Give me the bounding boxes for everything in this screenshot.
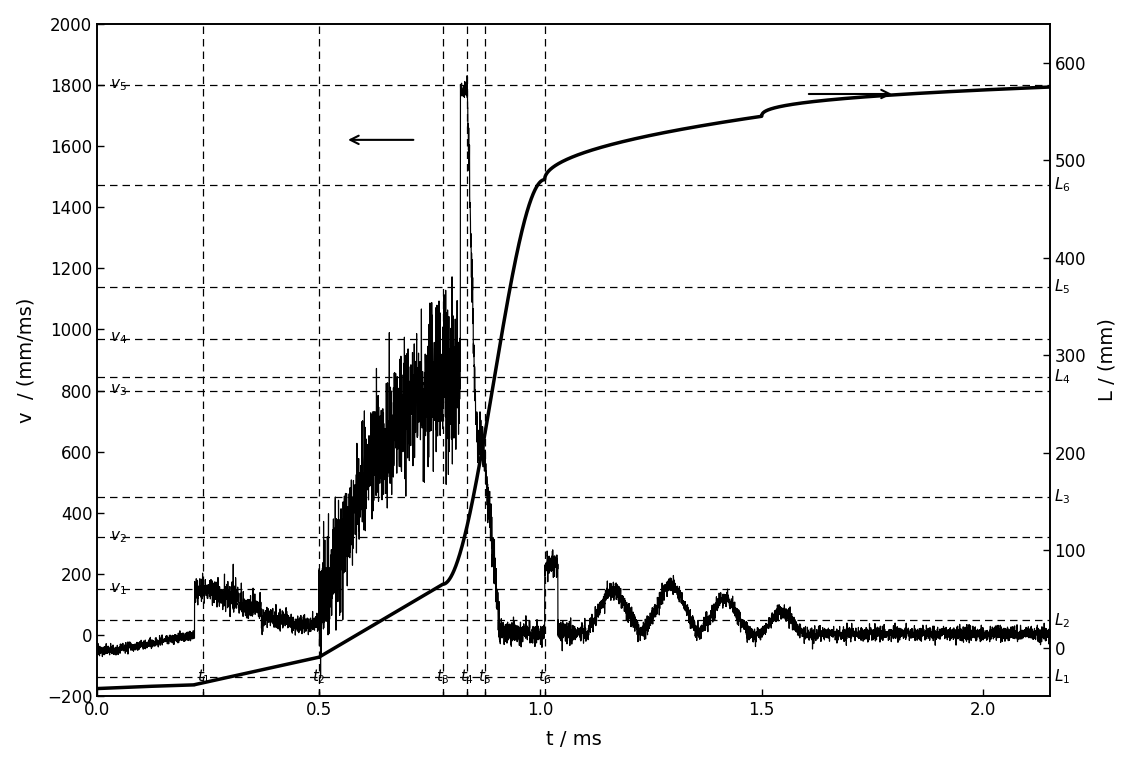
Text: $L_2$: $L_2$ <box>1055 611 1071 630</box>
Text: $t_2$: $t_2$ <box>312 667 325 686</box>
Text: $t_3$: $t_3$ <box>436 667 450 686</box>
Text: $L_4$: $L_4$ <box>1055 367 1071 386</box>
Text: $v_4$: $v_4$ <box>110 331 127 346</box>
Text: $t_5$: $t_5$ <box>478 667 492 686</box>
Text: $v_3$: $v_3$ <box>110 383 127 398</box>
Text: $L_5$: $L_5$ <box>1055 277 1071 296</box>
Text: $v_2$: $v_2$ <box>110 529 126 545</box>
Text: $v_5$: $v_5$ <box>110 77 126 93</box>
X-axis label: t / ms: t / ms <box>546 730 602 749</box>
Text: $t_1$: $t_1$ <box>197 667 211 686</box>
Y-axis label: L / (mm): L / (mm) <box>1098 319 1116 401</box>
Y-axis label: v  / (mm/ms): v / (mm/ms) <box>17 297 35 423</box>
Text: $L_3$: $L_3$ <box>1055 487 1071 506</box>
Text: $L_6$: $L_6$ <box>1055 175 1071 194</box>
Text: $v_1$: $v_1$ <box>110 581 126 597</box>
Text: $t_6$: $t_6$ <box>537 667 552 686</box>
Text: $t_4$: $t_4$ <box>460 667 474 686</box>
Text: $L_1$: $L_1$ <box>1055 667 1071 686</box>
